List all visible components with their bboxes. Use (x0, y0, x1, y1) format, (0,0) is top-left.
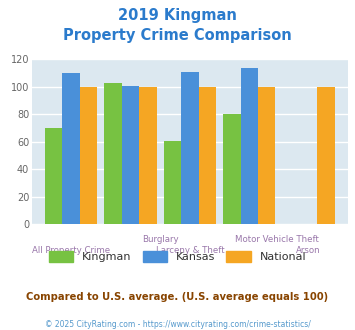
Bar (164, 141, 181, 224)
Text: Burglary: Burglary (142, 235, 179, 245)
Bar (241, 68, 258, 224)
Text: Motor Vehicle Theft: Motor Vehicle Theft (235, 235, 319, 245)
Bar (62, 73, 80, 224)
Bar (80, 87, 97, 224)
Text: All Property Crime: All Property Crime (32, 247, 110, 255)
Legend: Kingman, Kansas, National: Kingman, Kansas, National (44, 247, 311, 267)
Bar (45, 128, 62, 224)
Bar (139, 87, 157, 224)
Text: Arson: Arson (296, 247, 321, 255)
Bar (104, 83, 122, 224)
Bar (181, 72, 199, 224)
Text: Property Crime Comparison: Property Crime Comparison (63, 28, 292, 43)
Bar (199, 87, 216, 224)
Bar (317, 87, 335, 224)
Text: © 2025 CityRating.com - https://www.cityrating.com/crime-statistics/: © 2025 CityRating.com - https://www.city… (45, 320, 310, 329)
Bar (122, 85, 139, 224)
Bar (223, 115, 241, 224)
Text: Compared to U.S. average. (U.S. average equals 100): Compared to U.S. average. (U.S. average … (26, 292, 329, 302)
Text: Larceny & Theft: Larceny & Theft (155, 247, 224, 255)
Bar (258, 87, 275, 224)
Text: 2019 Kingman: 2019 Kingman (118, 8, 237, 23)
